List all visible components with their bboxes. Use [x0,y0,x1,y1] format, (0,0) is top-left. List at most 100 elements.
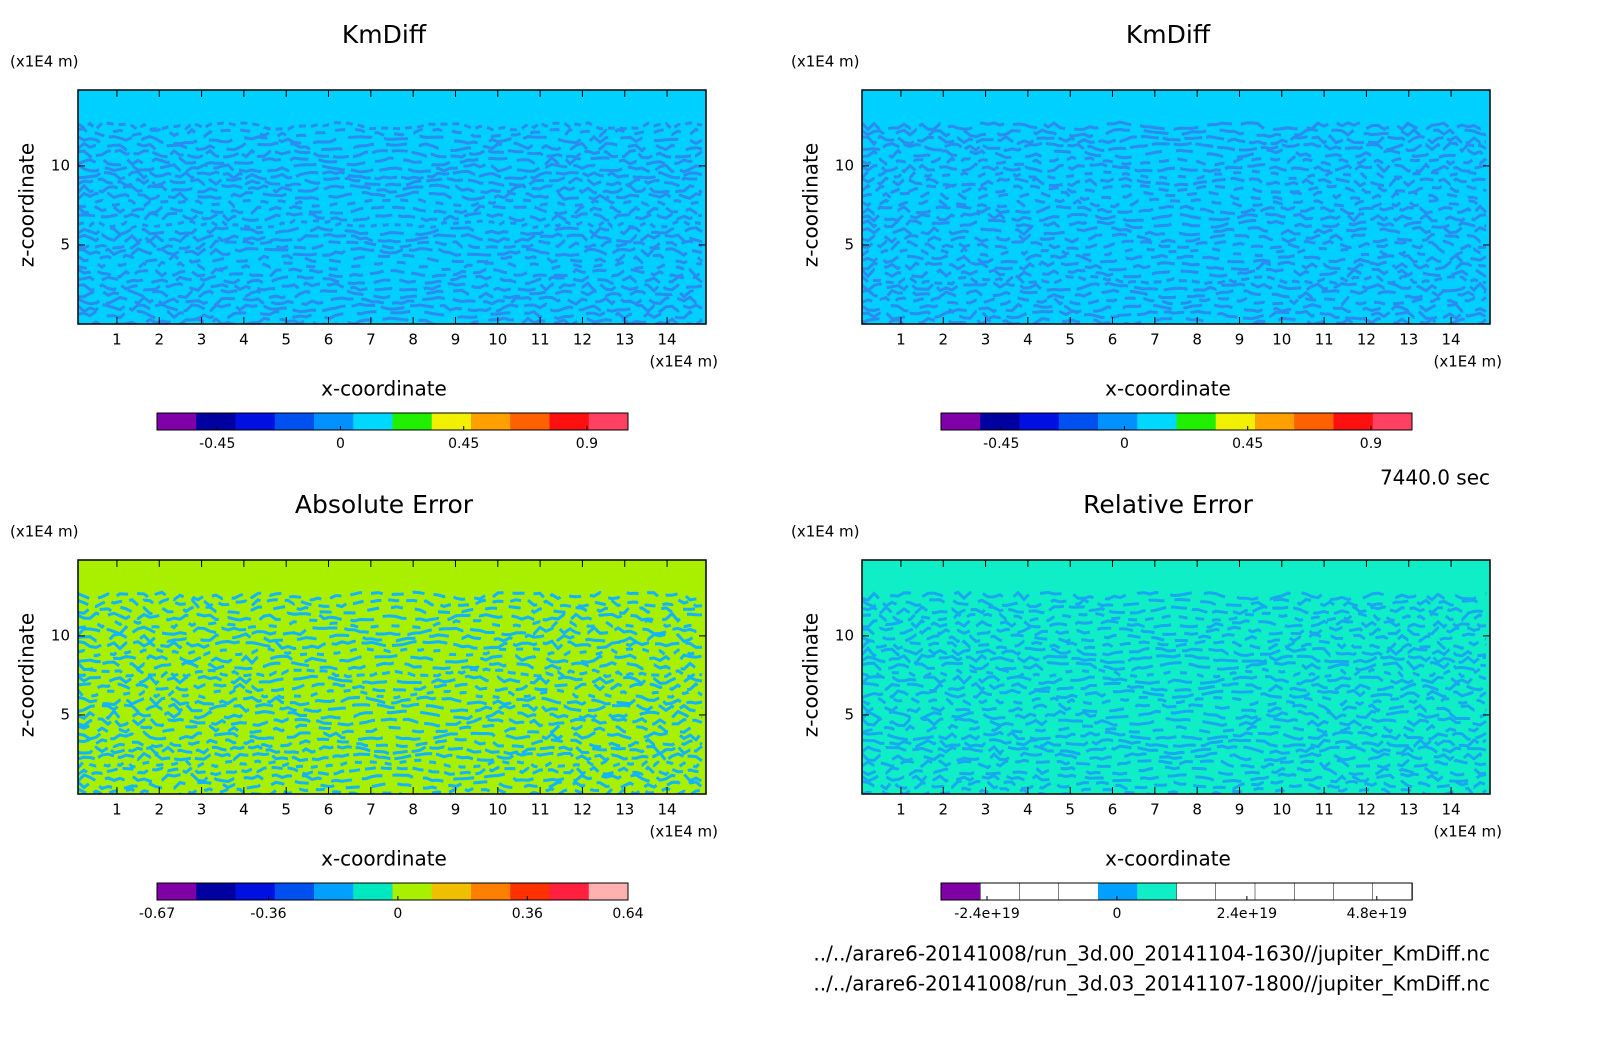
colorbar-frame [156,882,629,901]
field-pattern [862,786,1487,794]
x-tick-label: 13 [615,801,634,819]
field-pattern [78,611,703,623]
y-tick-label: 10 [835,156,854,174]
field-pattern [862,316,1487,324]
field-pattern [78,744,703,756]
x-tick-label: 6 [1108,331,1118,349]
field-pattern [862,225,1487,237]
field-pattern [862,688,1487,700]
field-pattern [78,786,703,794]
y-axis-label: z-coordinate [799,613,823,737]
field-pattern [78,765,703,777]
y-tick-label: 5 [60,705,70,723]
colorbar-swatch [274,883,315,900]
chart-title: KmDiff [1126,20,1211,49]
field-pattern [862,737,1487,749]
x-tick-label: 3 [981,801,991,819]
colorbar-frame [940,412,1413,431]
field-pattern [78,232,703,244]
colorbar-swatch [1255,413,1295,430]
field-pattern [78,639,703,651]
x-tick-label: 14 [658,801,677,819]
colorbar-swatch [157,883,197,900]
colorbar-swatch [392,883,433,900]
field-pattern [862,590,1487,602]
colorbar-swatch [941,413,981,430]
plot-frame [861,89,1491,325]
colorbar-tick-label: -0.36 [250,906,286,922]
field-pattern [862,246,1487,258]
colorbar-swatch [1294,882,1335,901]
field-pattern [78,737,703,749]
plot-frame [77,559,707,795]
colorbar-swatch [980,882,1021,901]
x-tick-label: 4 [1023,331,1033,349]
colorbar-tick-label: 0 [393,906,402,922]
field-pattern [862,239,1487,252]
field [78,560,706,794]
field-pattern [78,176,703,188]
chart-title: Absolute Error [295,490,474,519]
field-pattern [78,695,703,707]
colorbar-swatch [235,883,276,900]
colorbar-swatch [1333,413,1374,430]
field-pattern [862,639,1487,651]
y-axis-label: z-coordinate [15,143,39,267]
y-unit: (x1E4 m) [10,523,79,541]
field-pattern [862,127,1487,139]
field-pattern [862,702,1487,714]
field-pattern [862,288,1487,300]
field-pattern [78,708,703,721]
x-tick-label: 2 [938,331,948,349]
field-pattern [78,246,703,258]
x-tick-label: 6 [1108,801,1118,819]
x-tick-label: 11 [1315,801,1334,819]
field-pattern [78,604,703,616]
colorbar-swatch [1019,882,1060,901]
field-pattern [862,218,1487,230]
field-pattern [862,120,1487,132]
colorbar-tick-label: 0 [1120,436,1129,452]
x-tick-label: 12 [573,331,592,349]
x-tick-label: 8 [408,331,418,349]
field-pattern [78,155,703,167]
x-tick-label: 10 [488,801,507,819]
colorbar-swatch [274,413,315,430]
x-tick-label: 11 [1315,331,1334,349]
x-tick-label: 10 [488,331,507,349]
colorbar-swatch [1215,882,1256,901]
field-pattern [78,632,704,644]
chart-title: Relative Error [1083,490,1253,519]
x-tick-label: 1 [896,331,906,349]
colorbar-tick-label: 0.45 [448,436,479,452]
colorbar-swatch [1254,882,1295,901]
colorbar-tick-label: -0.45 [983,436,1019,452]
x-tick-label: 1 [896,801,906,819]
field-pattern [862,779,1487,791]
colorbar-swatch [196,413,236,430]
colorbar-swatch [353,883,393,900]
field-pattern [78,134,703,146]
colorbar-tick-label: 0 [1112,906,1121,922]
x-tick-label: 7 [1150,331,1160,349]
field-pattern [862,604,1487,616]
y-unit: (x1E4 m) [791,53,860,71]
field-pattern [78,190,703,202]
field-pattern [862,169,1487,181]
colorbar-swatch [510,883,550,900]
x-tick-label: 3 [197,331,207,349]
y-tick-label: 10 [51,626,70,644]
field-pattern [862,232,1488,245]
colorbar-swatch [235,413,276,430]
field-pattern [862,618,1487,630]
x-tick-label: 5 [281,801,291,819]
field-pattern [862,625,1487,637]
colorbar-swatch [1176,882,1217,901]
field-pattern [78,211,703,223]
colorbar-swatch [1215,413,1256,430]
file-path: ../../arare6-20141008/run_3d.00_20141104… [813,942,1490,966]
field-pattern [862,211,1487,223]
field-pattern [862,162,1487,174]
field-pattern [78,281,703,293]
x-tick-label: 7 [1150,801,1160,819]
